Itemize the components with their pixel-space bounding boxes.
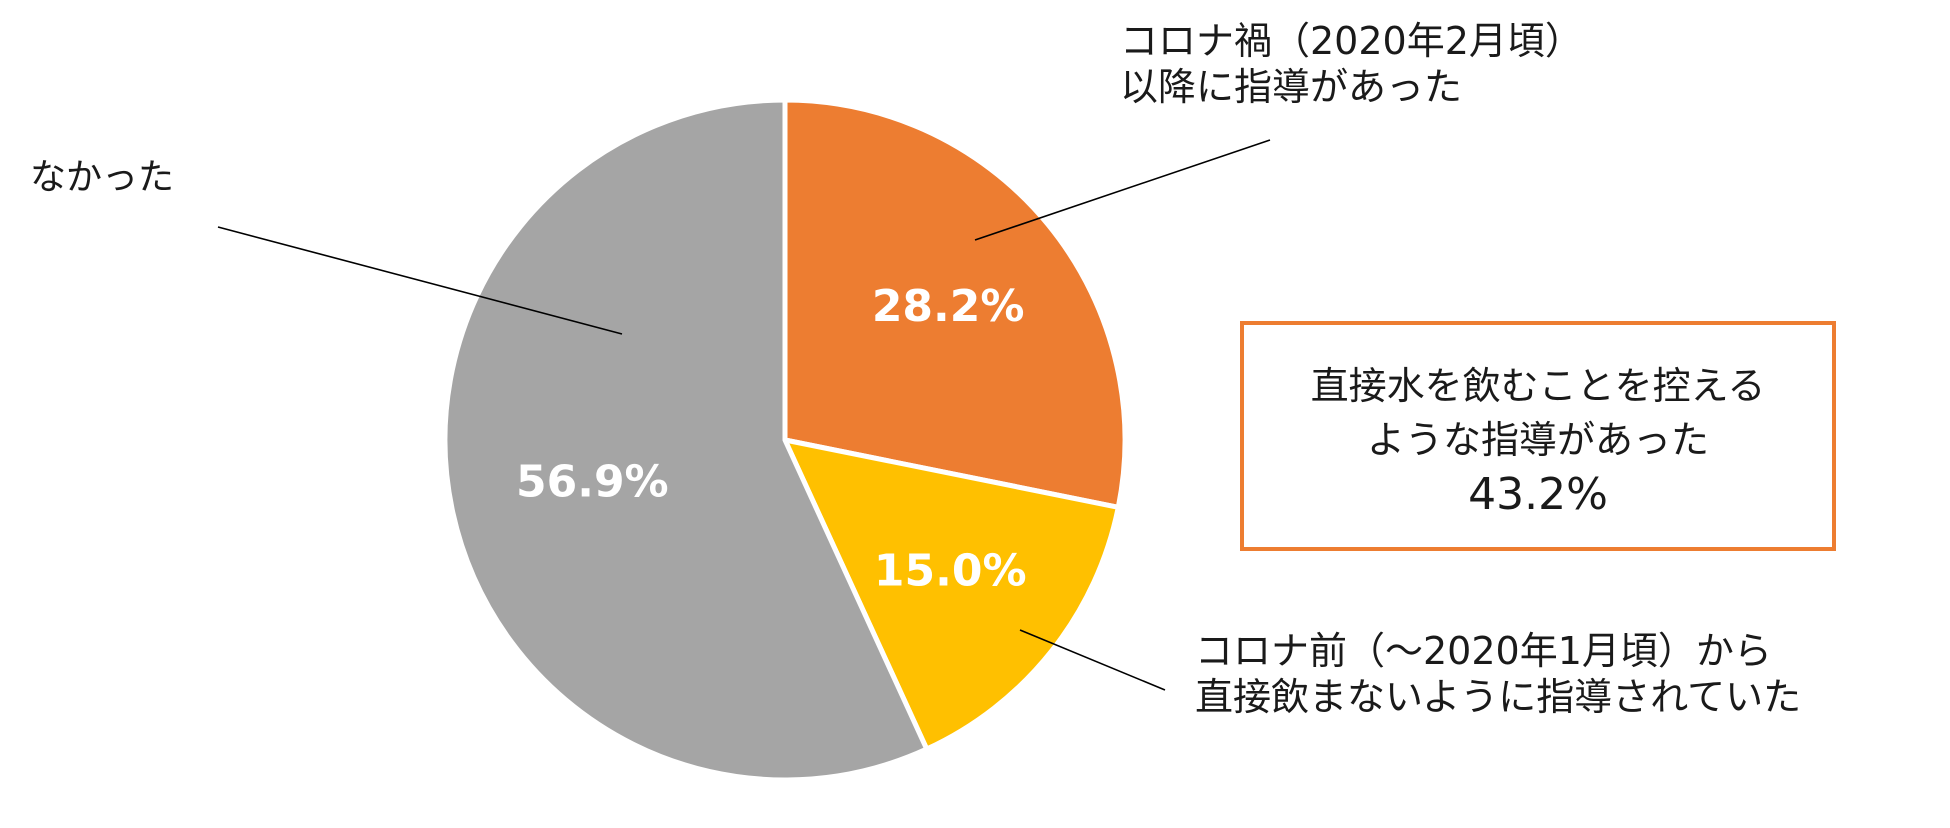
- slice-label-pre-covid-guidance: コロナ前（～2020年1月頃）から 直接飲まないように指導されていた: [1195, 628, 1801, 720]
- value-label-no-guidance: 56.9%: [516, 457, 669, 508]
- pie-slices: [442, 97, 1128, 783]
- leader-lines: [217, 139, 1271, 691]
- slice-label-no-guidance: なかった: [30, 155, 174, 201]
- leader-line-yellow: [1019, 629, 1166, 691]
- pie-slice-covid-guidance: [782, 97, 1128, 510]
- leader-line-orange: [974, 139, 1271, 241]
- label-line: 以降に指導があった: [1120, 65, 1463, 109]
- value-label-pre-covid-guidance: 15.0%: [874, 545, 1027, 596]
- summary-value: 43.2%: [1468, 469, 1608, 520]
- summary-box: 直接水を飲むことを控える ような指導があった 43.2%: [1240, 321, 1836, 551]
- label-line: コロナ禍（2020年2月頃）: [1120, 19, 1583, 63]
- pie-slice-pre-covid-guidance: [782, 437, 1121, 752]
- label-line: なかった: [30, 157, 175, 198]
- summary-line: 直接水を飲むことを控える: [1310, 364, 1766, 408]
- pie-slice-no-guidance: [442, 97, 930, 783]
- value-labels: 28.2% 15.0% 56.9%: [516, 281, 1027, 596]
- leader-line-gray: [217, 226, 623, 335]
- summary-line: ような指導があった: [1366, 418, 1709, 462]
- label-line: コロナ前（～2020年1月頃）から: [1195, 629, 1772, 673]
- label-line: 直接飲まないように指導されていた: [1195, 675, 1802, 719]
- slice-label-covid-guidance: コロナ禍（2020年2月頃） 以降に指導があった: [1120, 18, 1583, 110]
- value-label-covid-guidance: 28.2%: [872, 281, 1025, 332]
